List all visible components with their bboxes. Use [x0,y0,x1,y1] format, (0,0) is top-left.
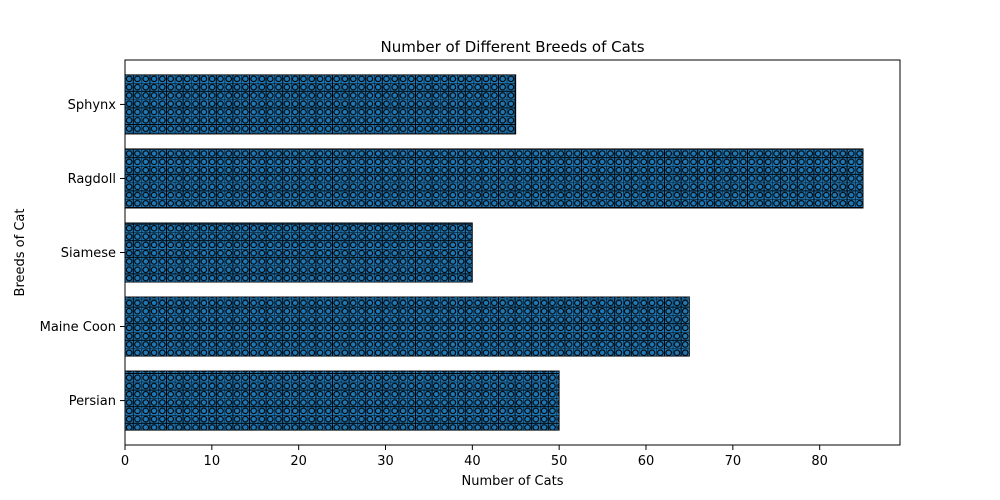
x-tick-label: 10 [204,454,221,469]
x-axis-label: Number of Cats [462,474,564,489]
bar-persian [124,370,560,431]
bar-ragdoll [124,148,864,209]
bar-siamese [124,222,473,283]
x-tick-label: 30 [377,454,394,469]
bar-maine-coon [124,296,690,357]
x-tick-label: 50 [551,454,568,469]
x-tick-label: 80 [811,454,828,469]
x-axis-ticks: 0 10 20 30 40 50 60 70 80 [121,445,828,469]
x-tick-label: 20 [290,454,307,469]
y-tick-label: Siamese [61,246,116,261]
chart-title: Number of Different Breeds of Cats [380,38,644,56]
y-tick-label: Persian [69,394,116,409]
x-tick-label: 70 [725,454,742,469]
x-tick-label: 60 [638,454,655,469]
x-tick-label: 40 [464,454,481,469]
y-tick-label: Sphynx [68,98,117,113]
bar-sphynx [124,74,517,135]
x-tick-label: 0 [121,454,129,469]
y-tick-label: Ragdoll [68,172,116,187]
y-axis-label: Breeds of Cat [13,209,28,297]
bars-group [124,74,864,431]
y-axis-ticks: Persian Maine Coon Siamese Ragdoll Sphynx [40,98,125,409]
y-tick-label: Maine Coon [40,320,116,335]
